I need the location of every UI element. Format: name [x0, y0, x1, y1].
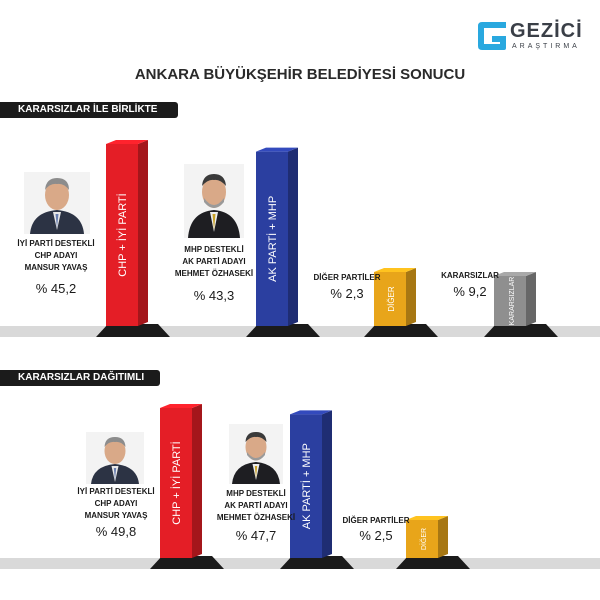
bar-undecided-1-side [526, 272, 536, 326]
bar-other-2-side [438, 516, 448, 558]
bar-chp-2-side [192, 404, 202, 558]
label-line: MEHMET ÖZHASEKİ [174, 269, 254, 278]
bar-undecided-1-top [494, 272, 536, 276]
label-line: MHP DESTEKLİ [184, 245, 244, 254]
pct-ozhaseki-2: % 47,7 [235, 528, 277, 543]
candidate-photo-yavas-2 [86, 432, 144, 484]
person-photo-icon [229, 424, 283, 484]
pct-yavas-2: % 49,8 [95, 524, 137, 539]
label-ozhaseki-1: MHP DESTEKLİ AK PARTİ ADAYI MEHMET ÖZHAS… [164, 244, 264, 280]
bar-other-1-side [406, 268, 416, 326]
label-line: CHP ADAYI [34, 251, 78, 260]
bar-other-1-shadow [364, 324, 438, 337]
bar-chp-1-shadow [96, 324, 170, 337]
bar-undecided-1-label: KARARSIZLAR [509, 277, 516, 326]
bar-chp-2 [160, 408, 192, 558]
bar-akp-1-shadow [246, 324, 320, 337]
pct-undecided-1: % 9,2 [453, 284, 487, 299]
person-photo-icon [86, 432, 144, 484]
bar-undecided-1-shadow [484, 324, 558, 337]
pct-other-1: % 2,3 [330, 286, 364, 301]
label-line: CHP ADAYI [94, 499, 138, 508]
bar-chp-2-shadow [150, 556, 224, 569]
bar-other-1 [374, 272, 406, 326]
bar-akp-2-top [290, 410, 332, 415]
label-line: MHP DESTEKLİ [226, 489, 286, 498]
label-ozhaseki-2: MHP DESTEKLİ AK PARTİ ADAYI MEHMET ÖZHAS… [206, 488, 306, 524]
label-line: MANSUR YAVAŞ [24, 263, 88, 272]
page-title: ANKARA BÜYÜKŞEHİR BELEDİYESİ SONUCU [134, 66, 466, 83]
bar-akp-2-label: AK PARTİ + MHP [300, 443, 313, 529]
label-other-1: DİĞER PARTİLER [304, 272, 390, 284]
label-yavas-1: İYİ PARTİ DESTEKLİ CHP ADAYI MANSUR YAVA… [8, 238, 104, 274]
label-line: MANSUR YAVAŞ [84, 511, 148, 520]
bar-akp-2-side [322, 410, 332, 558]
label-undecided-1: KARARSIZLAR [420, 270, 520, 282]
brand-subtitle: ARAŞTIRMA [512, 43, 580, 50]
candidate-photo-yavas-1 [24, 172, 90, 234]
pct-yavas-1: % 45,2 [35, 281, 77, 296]
person-photo-icon [24, 172, 90, 234]
label-yavas-2: İYİ PARTİ DESTEKLİ CHP ADAYI MANSUR YAVA… [68, 486, 164, 522]
bar-akp-2-shadow [280, 556, 354, 569]
label-line: AK PARTİ ADAYI [182, 257, 246, 266]
label-line: DİĞER PARTİLER [342, 516, 410, 525]
label-line: AK PARTİ ADAYI [224, 501, 288, 510]
bar-akp-2 [290, 414, 322, 558]
bar-akp-1-top [256, 147, 298, 152]
bar-chp-1 [106, 144, 138, 326]
bar-akp-1-side [288, 147, 298, 326]
bar-chp-1-side [138, 140, 148, 326]
brand-name: GEZİCİ [510, 20, 583, 42]
pct-other-2: % 2,5 [359, 528, 393, 543]
candidate-photo-ozhaseki-2 [229, 424, 283, 484]
label-line: DİĞER PARTİLER [313, 273, 381, 282]
bar-other-1-label: DİĞER [387, 286, 396, 312]
bar-akp-1 [256, 151, 288, 326]
logo-g-icon [478, 22, 506, 50]
bar-akp-1-label: AK PARTİ + MHP [266, 196, 279, 282]
bar-other-2-shadow [396, 556, 470, 569]
label-other-2: DİĞER PARTİLER [334, 515, 418, 527]
bar-chp-2-label: CHP + İYİ PARTİ [170, 441, 183, 524]
bar-chp-1-label: CHP + İYİ PARTİ [116, 193, 129, 276]
label-line: İYİ PARTİ DESTEKLİ [77, 487, 155, 496]
section-2-banner: KARARSIZLAR DAĞITIMLI [0, 370, 160, 386]
person-photo-icon [184, 164, 244, 238]
bar-chp-2-top [160, 404, 202, 408]
bar-other-1-top [374, 268, 416, 272]
bar-chp-1-top [106, 140, 148, 144]
label-line: MEHMET ÖZHASEKİ [216, 513, 296, 522]
section-1-banner: KARARSIZLAR İLE BİRLİKTE [0, 102, 178, 118]
brand-logo: GEZİCİ ARAŞTIRMA [476, 18, 586, 58]
label-line: İYİ PARTİ DESTEKLİ [17, 239, 95, 248]
bar-other-2-top [406, 516, 448, 520]
bar-other-2 [406, 520, 438, 558]
label-line: KARARSIZLAR [441, 271, 499, 280]
bar-undecided-1 [494, 276, 526, 326]
candidate-photo-ozhaseki-1 [184, 164, 244, 238]
bar-other-2-label: DİĞER [419, 528, 428, 550]
pct-ozhaseki-1: % 43,3 [193, 288, 235, 303]
